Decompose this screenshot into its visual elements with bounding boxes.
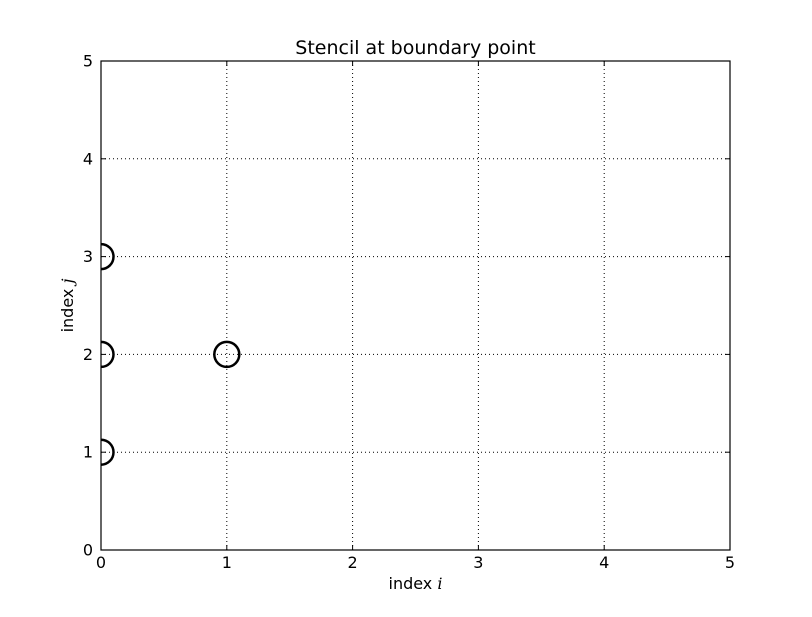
data-markers	[101, 242, 241, 466]
y-axis-label: index j	[58, 279, 77, 333]
x-tick-label: 3	[473, 553, 483, 572]
stencil-point-marker	[213, 340, 241, 369]
y-tick-label: 3	[83, 247, 93, 266]
x-axis-variable: i	[437, 574, 442, 593]
y-tick-label: 2	[83, 345, 93, 364]
x-axis-label-text: index	[389, 574, 433, 593]
y-tick-label: 1	[83, 443, 93, 462]
x-tick-label: 4	[599, 553, 609, 572]
y-axis-variable: j	[58, 279, 77, 287]
x-axis-label: index i	[389, 574, 443, 593]
x-tick-label: 5	[725, 553, 735, 572]
y-tick-labels: 0 1 2 3 4 5	[83, 52, 93, 560]
stencil-point-marker	[101, 242, 115, 271]
y-tick-label: 0	[83, 541, 93, 560]
x-tick-labels: 0 1 2 3 4 5	[96, 553, 735, 572]
y-tick-label: 4	[83, 149, 93, 168]
chart-title: Stencil at boundary point	[295, 37, 535, 59]
grid-lines	[101, 61, 730, 550]
x-tick-label: 1	[222, 553, 232, 572]
x-tick-label: 2	[348, 553, 358, 572]
stencil-point-marker	[101, 438, 115, 466]
tick-marks	[100, 60, 731, 551]
y-tick-label: 5	[83, 52, 93, 71]
stencil-point-marker	[101, 340, 115, 369]
x-tick-label: 0	[96, 553, 106, 572]
y-axis-label-text: index	[58, 289, 77, 333]
plot-frame	[100, 60, 731, 551]
